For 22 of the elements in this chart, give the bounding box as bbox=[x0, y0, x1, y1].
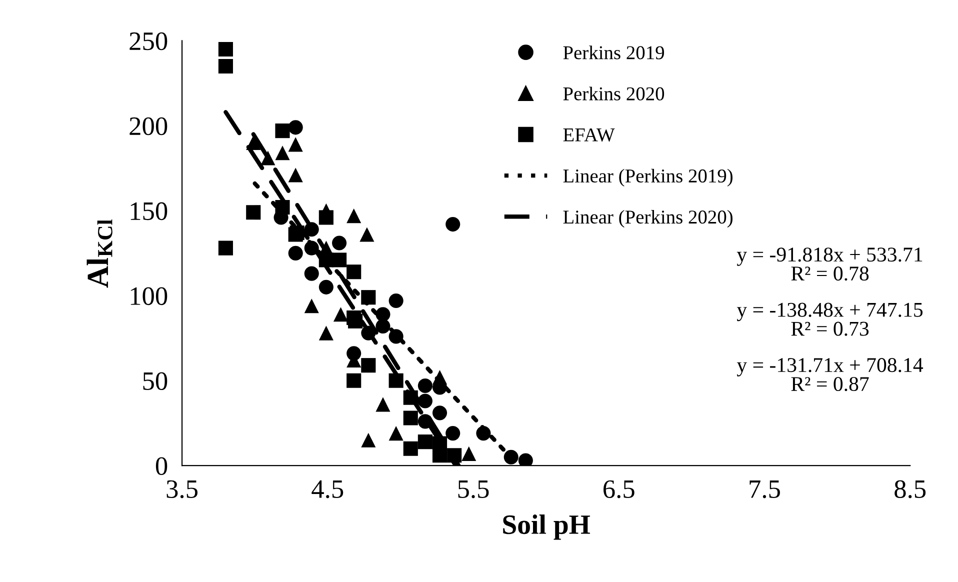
annotation: y = -131.71x + 708.14 R² = 0.87 bbox=[736, 358, 924, 392]
legend-label: Linear (Perkins 2020) bbox=[563, 210, 732, 228]
y-tick-label: 100 bbox=[130, 287, 168, 306]
x-tick-label: 6.5 bbox=[604, 480, 634, 498]
legend-label: Linear (Perkins 2019) bbox=[563, 168, 732, 187]
y-tick-label: 0 bbox=[156, 457, 168, 476]
x-tick-label: 7.5 bbox=[750, 480, 780, 498]
x-tick-label: 3.5 bbox=[166, 480, 198, 498]
legend-label: Perkins 2019 bbox=[563, 46, 664, 60]
legend-label: Perkins 2020 bbox=[563, 86, 664, 100]
y-tick-label: 50 bbox=[143, 372, 168, 390]
x-axis-title: Soil pH bbox=[503, 514, 590, 540]
legend-label: EFAW bbox=[563, 128, 615, 142]
annotation: y = -138.48x + 747.15 R² = 0.73 bbox=[736, 302, 923, 336]
y-tick-label: 150 bbox=[130, 202, 168, 220]
x-tick-label: 5.5 bbox=[458, 480, 489, 498]
annotation: y = -91.818x + 533.71 R² = 0.78 bbox=[736, 248, 922, 281]
x-tick-label: 4.5 bbox=[312, 480, 344, 498]
x-tick-label: 8.5 bbox=[894, 480, 926, 498]
y-axis-title: Al$_{KCl}$ bbox=[86, 220, 112, 288]
y-tick-label: 250 bbox=[130, 32, 168, 50]
y-tick-label: 200 bbox=[130, 117, 168, 136]
